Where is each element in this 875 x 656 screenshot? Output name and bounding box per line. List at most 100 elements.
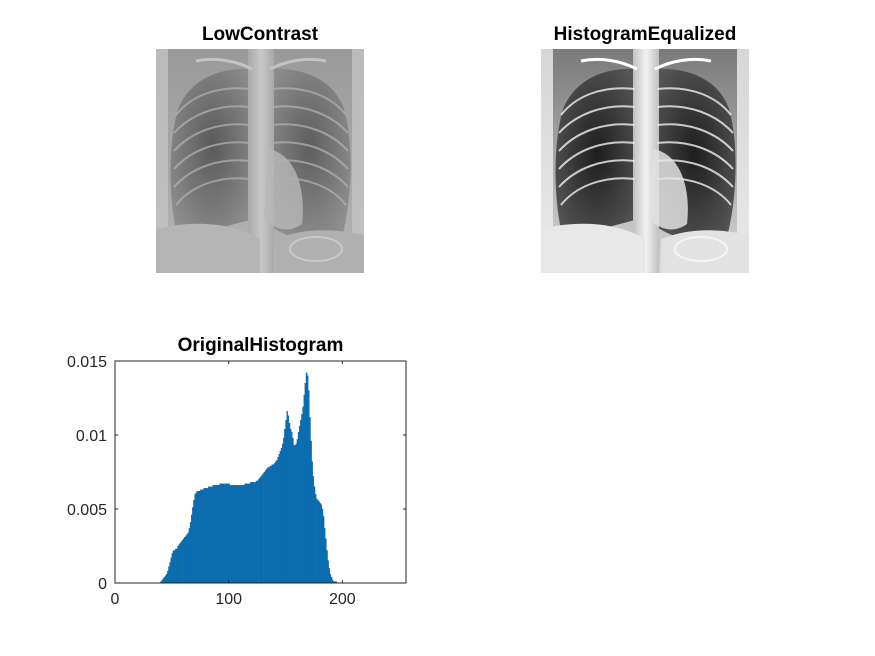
histogram-bar [269,465,271,584]
histogram-bar [260,476,262,584]
histogram-bar [162,578,165,584]
histogram-bar [171,553,174,584]
histogram-bar [333,581,335,584]
histogram-bar [314,494,317,584]
histogram-bar [192,507,194,584]
histogram-bar [247,483,250,584]
histogram-bar [284,428,286,584]
histogram-bar [261,474,263,584]
histogram-bar [294,445,296,584]
histogram-bar [211,486,213,584]
histogram-bar [292,437,294,584]
histogram-bar [234,485,236,584]
histogram-bar [163,576,166,584]
histogram-bar [212,485,215,584]
histogram-bar [255,480,258,584]
histogram-bar [309,417,311,584]
histogram-bar [306,375,309,584]
histogram-bar [298,425,301,584]
histogram-bar [326,550,328,584]
y-tick-label: 0.005 [67,502,107,519]
histogram-bar [329,573,332,584]
histogram-bar [185,535,187,584]
histogram-bar [248,483,251,584]
histogram-bar [197,491,200,584]
histogram-bar [177,545,179,584]
histogram-bar [241,485,243,584]
histogram-bar [203,488,205,584]
histogram-bar [244,483,246,584]
histogram-bar [206,488,209,584]
histogram-bar [272,464,275,584]
histogram-bar [331,579,334,584]
histogram-bar [289,428,292,584]
x-tick-label: 0 [111,591,120,608]
histogram-bar [324,528,326,584]
histogram-bar [275,461,277,584]
histogram-bar [189,522,192,584]
histogram-bar [268,467,270,584]
histogram-bar [256,480,259,584]
histogram-bar [246,483,249,584]
histogram-bar [327,560,329,584]
histogram-bar [216,485,218,584]
histogram-bar [202,489,204,584]
histogram-bar [288,423,291,584]
histogram-bar [253,482,255,584]
histogram-bar [194,494,196,584]
histogram-bar [285,420,287,584]
histogram-bar [254,482,257,584]
histogram-bar [335,581,337,584]
y-tick-label: 0.015 [67,354,107,371]
histogram-bar [322,516,325,584]
histogram-bar [252,482,254,584]
histogram-bar [236,485,238,584]
histogram-bar [280,448,283,584]
histogram-bar [183,538,185,584]
histogram-bar [208,486,210,584]
histogram-bar [167,571,169,584]
histogram-bar [227,483,229,584]
histogram-bar [330,576,333,584]
histogram-bar [222,483,225,584]
histogram-bar [191,514,193,584]
histogram-bar [279,451,282,584]
histogram-bar [302,406,304,584]
histogram-bar [205,488,208,584]
histogram-bar [210,486,212,584]
histogram-bar [276,460,278,584]
histogram-bar [229,485,232,584]
histogram-bar [186,534,188,584]
histogram-bar [316,498,318,584]
histogram-bar [238,485,241,584]
histogram-bar [312,476,315,584]
histogram-bar [231,485,234,584]
histogram-bar [283,437,285,584]
histogram-bar [196,491,199,584]
histogram-bar [270,465,273,584]
histogram-bar [195,492,198,584]
histogram-bar [301,414,303,584]
histogram-bar [168,566,170,584]
x-tick-label: 100 [215,591,242,608]
histogram-bar [226,483,228,584]
histogram-bar [176,548,178,584]
histogram-bar [243,485,245,584]
x-tick-label: 200 [329,591,356,608]
original-histogram-title: OriginalHistogram [177,335,344,356]
histogram-bar [278,454,280,584]
histogram-bar [287,415,290,584]
histogram-bar [235,485,237,584]
histogram-bar [164,575,167,584]
histogram-bar [184,536,186,584]
histogram-bar [291,431,293,584]
histogram-bars [160,372,337,584]
histogram-bar [161,579,163,584]
histogram-bar [175,548,177,584]
histogram-bar [170,557,172,584]
histogram-bar [318,501,320,584]
histogram-bar [223,483,226,584]
histogram-bar [188,528,191,584]
histogram-bar [220,483,223,584]
histogram-bar [214,485,217,584]
